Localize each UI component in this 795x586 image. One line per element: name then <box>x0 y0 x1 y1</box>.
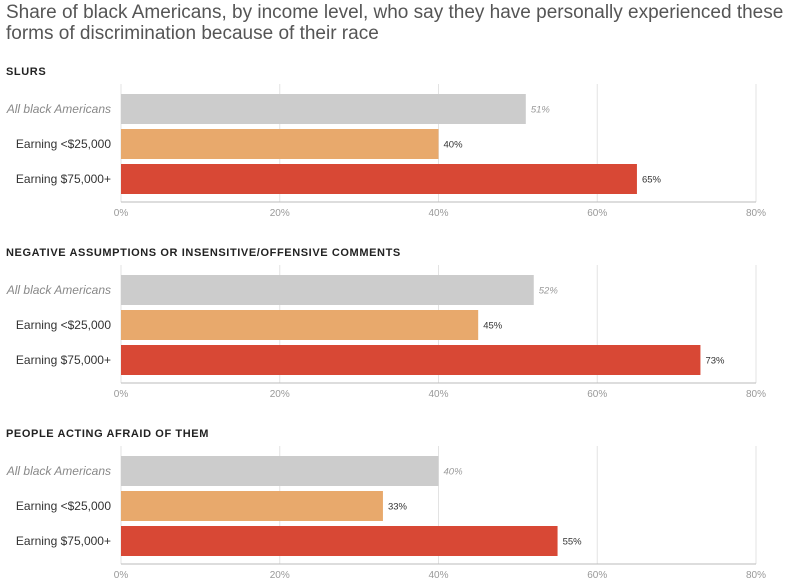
panel-title-negative-assumptions: NEGATIVE ASSUMPTIONS OR INSENSITIVE/OFFE… <box>6 247 401 259</box>
bar-all-black-americans <box>121 275 534 305</box>
x-tick-label: 0% <box>114 570 129 581</box>
x-tick-label: 20% <box>270 570 290 581</box>
category-label: Earning <$25,000 <box>16 137 111 151</box>
x-tick-label: 60% <box>587 208 607 219</box>
x-tick-label: 60% <box>587 570 607 581</box>
data-label: 33% <box>388 502 408 513</box>
data-label: 40% <box>444 467 464 478</box>
bar-earning-75-000 <box>121 345 701 375</box>
data-label: 65% <box>642 175 662 186</box>
x-tick-label: 40% <box>428 570 448 581</box>
x-tick-label: 20% <box>270 208 290 219</box>
x-tick-label: 0% <box>114 389 129 400</box>
x-tick-label: 80% <box>746 389 766 400</box>
x-tick-label: 20% <box>270 389 290 400</box>
bar-all-black-americans <box>121 456 439 486</box>
chart-title: Share of black Americans, by income leve… <box>6 2 784 44</box>
bar-earning-25-000 <box>121 491 383 521</box>
category-label: Earning $75,000+ <box>16 534 111 548</box>
category-label: All black Americans <box>6 464 111 478</box>
category-label: Earning $75,000+ <box>16 172 111 186</box>
data-label: 40% <box>444 140 464 151</box>
panel-title-acting-afraid: PEOPLE ACTING AFRAID OF THEM <box>6 428 209 440</box>
data-label: 73% <box>705 356 725 367</box>
bar-earning-75-000 <box>121 526 558 556</box>
bar-all-black-americans <box>121 94 526 124</box>
x-tick-label: 40% <box>428 208 448 219</box>
x-tick-label: 60% <box>587 389 607 400</box>
bar-earning-25-000 <box>121 129 439 159</box>
chart-panel-negative-assumptions: 0% 20% 40% 60% 80% All black Americans 52% Earn… <box>6 265 766 400</box>
x-tick-label: 0% <box>114 208 129 219</box>
data-label: 51% <box>531 105 551 116</box>
chart-panel-acting-afraid: 0% 20% 40% 60% 80% All black Americans 40% Earn… <box>6 446 766 581</box>
bar-earning-75-000 <box>121 164 637 194</box>
x-tick-label: 80% <box>746 570 766 581</box>
category-label: Earning <$25,000 <box>16 318 111 332</box>
category-label: Earning $75,000+ <box>16 353 111 367</box>
data-label: 45% <box>483 321 503 332</box>
category-label: Earning <$25,000 <box>16 499 111 513</box>
x-tick-label: 80% <box>746 208 766 219</box>
bar-earning-25-000 <box>121 310 479 340</box>
panel-title-slurs: SLURS <box>6 66 47 78</box>
data-label: 52% <box>539 286 559 297</box>
data-label: 55% <box>563 537 583 548</box>
category-label: All black Americans <box>6 102 111 116</box>
category-label: All black Americans <box>6 283 111 297</box>
x-tick-label: 40% <box>428 389 448 400</box>
chart-panel-slurs: 0% 20% 40% 60% 80% All black Americans 51% Earn… <box>6 84 766 219</box>
